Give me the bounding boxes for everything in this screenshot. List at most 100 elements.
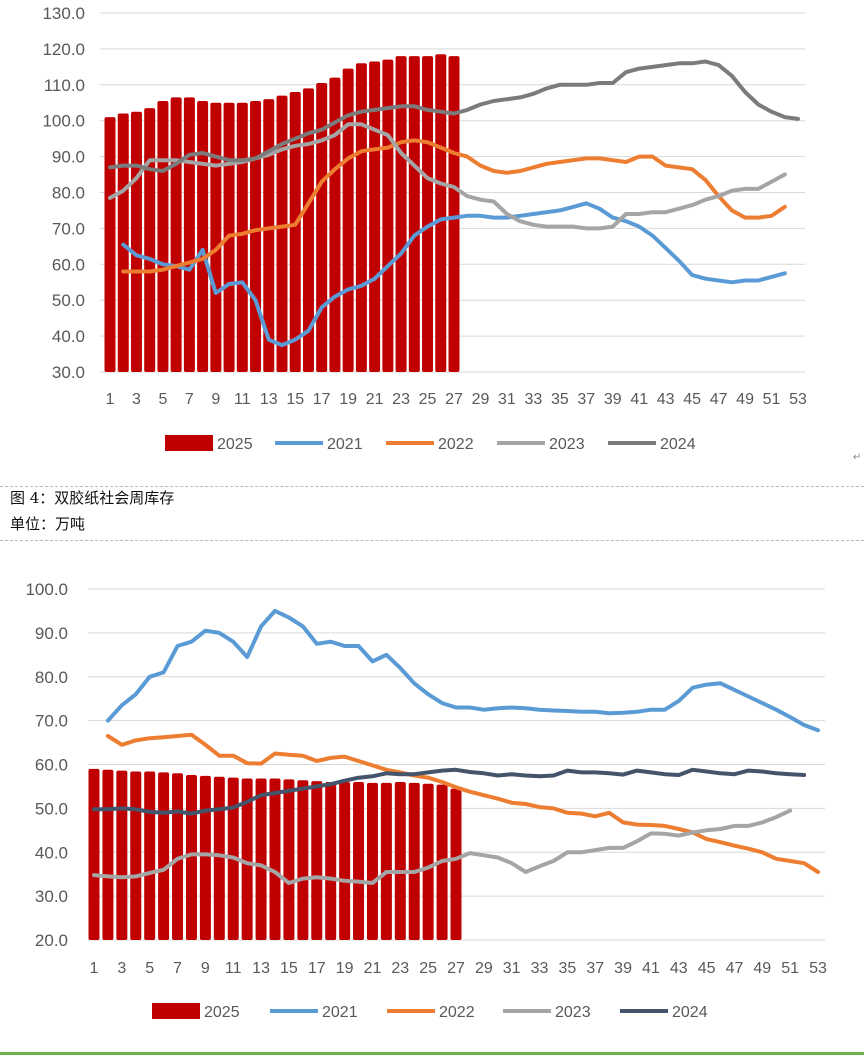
x-tick-label: 25 <box>419 960 437 977</box>
unit-label: 单位：万吨 <box>10 515 86 533</box>
line-2024 <box>92 767 807 816</box>
legend-label-2024: 2024 <box>660 436 696 453</box>
line-2023 <box>108 122 787 231</box>
bar-2025 <box>170 97 182 373</box>
bar-2025 <box>255 778 267 940</box>
y-tick-label: 40.0 <box>52 327 85 346</box>
legend-label-2025: 2025 <box>204 1004 240 1021</box>
chart-top: 30.040.050.060.070.080.090.0100.0110.012… <box>42 4 807 453</box>
x-tick-label: 39 <box>604 391 622 408</box>
x-tick-label: 39 <box>614 960 632 977</box>
bar-2025 <box>297 780 309 940</box>
x-tick-label: 47 <box>726 960 744 977</box>
x-tick-label: 27 <box>447 960 465 977</box>
bar-2025 <box>144 108 156 372</box>
bar-2025 <box>157 100 169 372</box>
x-tick-label: 35 <box>558 960 576 977</box>
y-tick-label: 90.0 <box>35 624 68 643</box>
x-tick-label: 53 <box>809 960 827 977</box>
x-tick-label: 41 <box>630 391 648 408</box>
bar-2025 <box>88 768 100 940</box>
legend-label-2025: 2025 <box>217 436 253 453</box>
x-tick-label: 23 <box>391 960 409 977</box>
legend-label-2022: 2022 <box>438 436 474 453</box>
bar-2025 <box>408 782 420 940</box>
y-tick-label: 30.0 <box>35 887 68 906</box>
x-tick-label: 15 <box>286 391 304 408</box>
line-2021 <box>121 201 787 348</box>
x-tick-label: 5 <box>145 960 154 977</box>
x-tick-label: 27 <box>445 391 463 408</box>
x-tick-label: 47 <box>710 391 728 408</box>
bar-2025 <box>263 99 275 372</box>
legend-label-2021: 2021 <box>327 436 363 453</box>
bar-2025 <box>102 769 114 940</box>
return-mark: ↵ <box>853 452 862 463</box>
bar-2025 <box>210 102 222 372</box>
bar-2025 <box>104 117 116 372</box>
bar-2025 <box>213 776 225 940</box>
bar-2025 <box>395 56 407 373</box>
bar-2025 <box>236 102 248 372</box>
x-tick-label: 29 <box>472 391 490 408</box>
y-tick-label: 100.0 <box>42 112 85 131</box>
x-tick-label: 31 <box>498 391 516 408</box>
y-tick-label: 60.0 <box>52 255 85 274</box>
bar-2025 <box>116 770 128 940</box>
y-tick-label: 60.0 <box>35 756 68 775</box>
line-2022 <box>121 138 787 274</box>
line-2023 <box>92 808 793 885</box>
x-tick-label: 21 <box>366 391 384 408</box>
legend-label-2024: 2024 <box>672 1004 708 1021</box>
x-tick-label: 17 <box>308 960 326 977</box>
x-tick-label: 5 <box>158 391 167 408</box>
bar-2025 <box>283 779 295 940</box>
bar-2025 <box>276 95 288 372</box>
x-tick-label: 1 <box>90 960 99 977</box>
y-tick-label: 50.0 <box>35 799 68 818</box>
bar-2025 <box>302 88 314 372</box>
x-tick-label: 15 <box>280 960 298 977</box>
x-tick-label: 19 <box>339 391 357 408</box>
y-tick-label: 120.0 <box>42 40 85 59</box>
x-tick-label: 3 <box>117 960 126 977</box>
y-tick-label: 80.0 <box>52 184 85 203</box>
y-tick-label: 50.0 <box>52 291 85 310</box>
legend-label-2023: 2023 <box>555 1004 591 1021</box>
divider <box>0 540 864 541</box>
legend-swatch-2025 <box>152 1003 200 1019</box>
x-tick-label: 9 <box>201 960 210 977</box>
bar-2025 <box>269 778 281 940</box>
bar-2025 <box>311 781 323 940</box>
bar-2025 <box>435 54 447 372</box>
x-tick-label: 13 <box>252 960 270 977</box>
bar-2025 <box>197 100 209 372</box>
x-tick-label: 43 <box>657 391 675 408</box>
bar-2025 <box>394 782 406 940</box>
y-tick-label: 110.0 <box>44 76 85 95</box>
y-tick-label: 20.0 <box>35 931 68 950</box>
x-tick-label: 19 <box>336 960 354 977</box>
x-tick-label: 11 <box>225 960 242 977</box>
bar-2025 <box>241 778 253 940</box>
figure-title: 图 4：双胶纸社会周库存 <box>10 489 175 507</box>
bar-2025 <box>289 91 301 372</box>
bar-2025 <box>172 773 184 940</box>
x-tick-label: 35 <box>551 391 569 408</box>
bar-2025 <box>422 56 434 373</box>
bar-2025 <box>366 782 378 940</box>
bar-2025 <box>183 97 195 373</box>
x-tick-label: 1 <box>106 391 115 408</box>
bar-2025 <box>342 68 354 373</box>
divider <box>0 486 864 487</box>
x-tick-label: 49 <box>736 391 754 408</box>
x-tick-label: 3 <box>132 391 141 408</box>
x-tick-label: 23 <box>392 391 410 408</box>
y-tick-label: 70.0 <box>35 712 68 731</box>
bar-2025 <box>316 83 328 372</box>
legend-label-2021: 2021 <box>322 1004 358 1021</box>
x-tick-label: 13 <box>260 391 278 408</box>
x-tick-label: 41 <box>642 960 660 977</box>
bar-2025 <box>339 782 351 940</box>
y-tick-label: 40.0 <box>35 843 68 862</box>
